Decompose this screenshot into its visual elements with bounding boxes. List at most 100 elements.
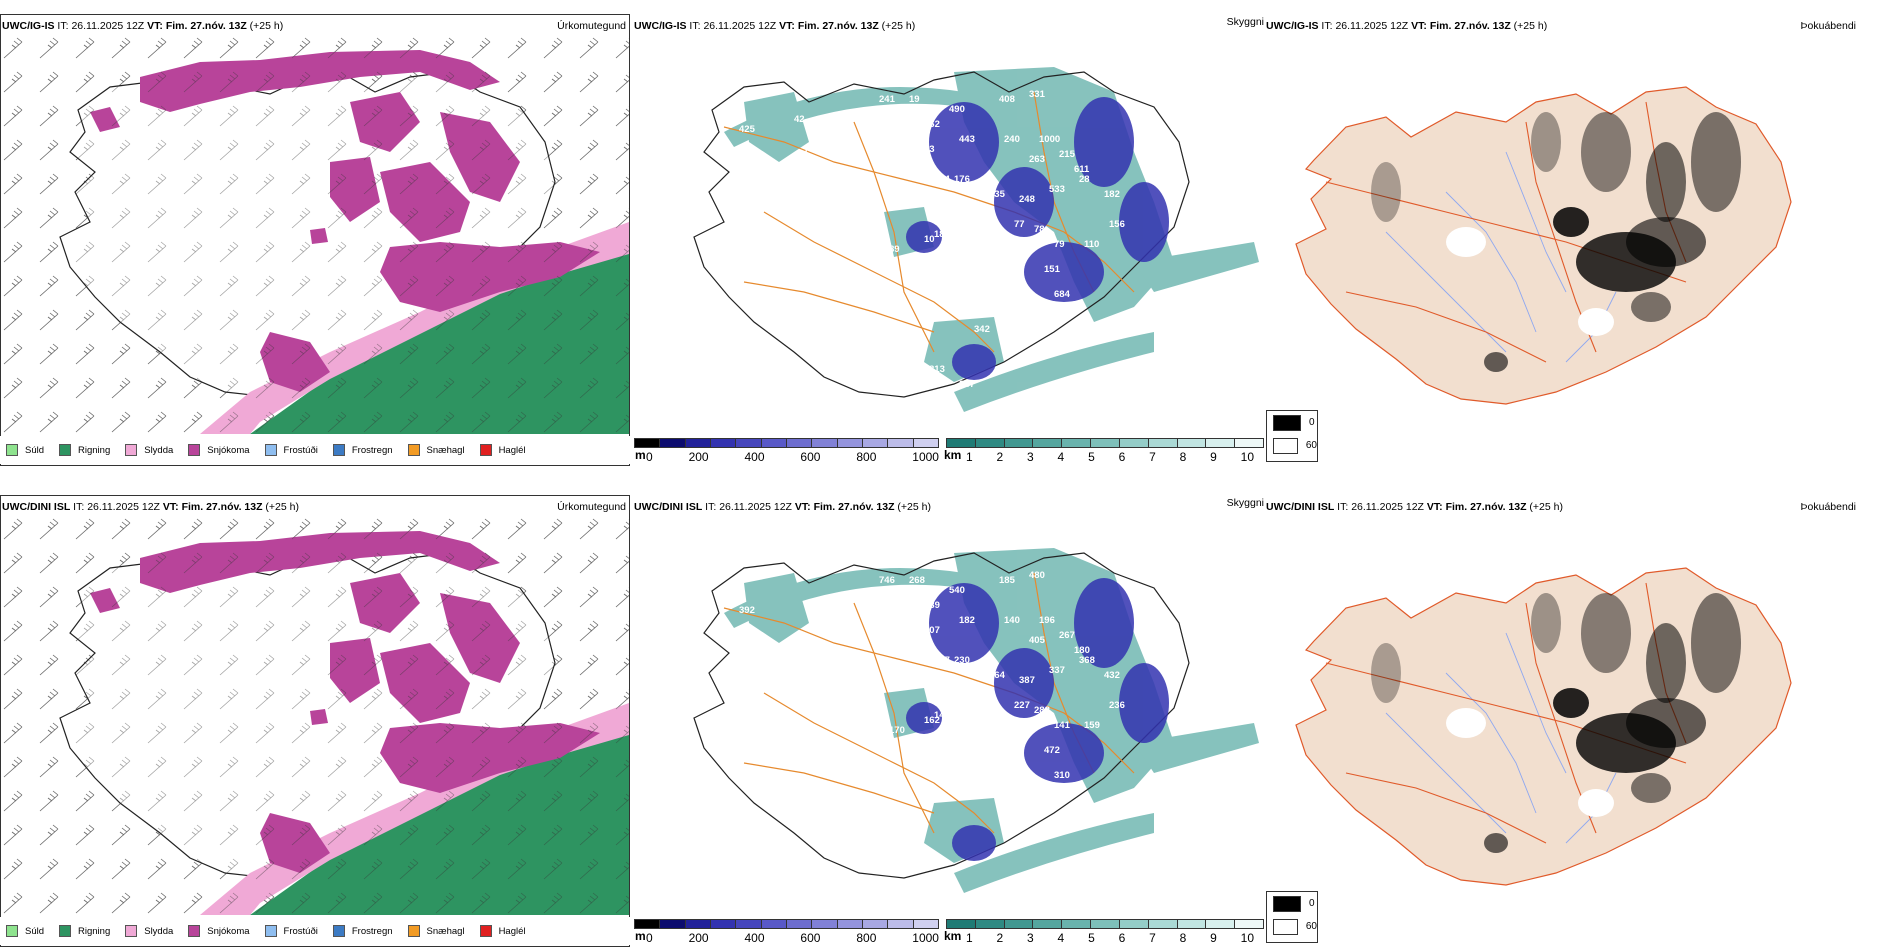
legend-item: Slydda <box>125 925 173 937</box>
visibility-value: 162 <box>924 715 940 726</box>
tick-label: 2 <box>996 931 1004 945</box>
legend-label: 0 <box>1309 898 1315 909</box>
tick-label: 7 <box>1149 931 1156 945</box>
visibility-value: 611 <box>1074 164 1090 175</box>
legend-label: 60 <box>1305 440 1317 451</box>
ceiling-bin <box>812 920 838 928</box>
legend-swatch <box>479 444 492 456</box>
ceiling-bin <box>635 920 661 928</box>
panel-header: UWC/IG-IS IT: 26.11.2025 12Z VT: Fim. 27… <box>634 20 915 32</box>
ceiling-bin <box>862 439 889 447</box>
legend-item: Rigning <box>59 444 110 456</box>
visibility-bin <box>1033 439 1063 447</box>
legend-swatch <box>264 444 277 456</box>
visibility-value: 196 <box>1039 615 1055 626</box>
iceland-outline <box>693 552 1190 879</box>
tick-label: 600 <box>800 931 821 945</box>
lead-time: (+25 h) <box>881 20 916 32</box>
precip-map <box>1 513 629 915</box>
visibility-bin <box>1119 439 1149 447</box>
tick-label: 8 <box>1179 450 1187 464</box>
visibility-value: 235 <box>989 189 1006 200</box>
visibility-value: 248 <box>1019 194 1035 205</box>
visibility-value: 405 <box>1029 635 1046 646</box>
lead-time: (+25 h) <box>1513 20 1548 32</box>
visibility-value: 77 <box>1014 219 1025 230</box>
visibility-value: 405 <box>1004 780 1021 791</box>
it-label: IT: <box>57 20 69 32</box>
legend-label: Haglél <box>498 925 526 937</box>
ceiling-unit: m <box>635 448 646 462</box>
ceiling-bin <box>812 439 838 447</box>
legend-label: Frostúði <box>283 925 318 937</box>
fog-indicator-panel: UWC/IG-IS IT: 26.11.2025 12Z VT: Fim. 27… <box>1266 0 1900 470</box>
fog-map <box>1295 567 1792 886</box>
visibility-title: Skyggni <box>1226 497 1264 509</box>
visibility-colorbar-bar <box>946 919 1264 929</box>
visibility-value: 490 <box>949 104 965 115</box>
visibility-value: 176 <box>954 174 970 185</box>
fog-map <box>1295 86 1792 405</box>
tick-label: 0 <box>646 931 653 945</box>
visibility-value: 389 <box>924 600 940 611</box>
visibility-bin <box>1062 920 1092 928</box>
visibility-value-labels: 425 241 19 262 490 408 331 119 103 83 144 176 443 240… <box>739 89 1125 390</box>
visibility-bin <box>1148 920 1178 928</box>
visibility-value: 540 <box>949 585 965 596</box>
visibility-value: 331 <box>1029 89 1046 100</box>
visibility-value: 155 <box>979 254 996 265</box>
legend-item: Haglél <box>479 444 526 456</box>
visibility-bin <box>1091 920 1120 928</box>
visibility-value: 190 <box>884 184 900 195</box>
visibility-panel: UWC/IG-IS IT: 26.11.2025 12Z VT: Fim. 27… <box>634 0 1264 470</box>
it-label: IT: <box>1321 20 1333 32</box>
visibility-value: 141 <box>1054 720 1071 731</box>
tick-label: 400 <box>744 931 765 945</box>
vt-value: Fim. 27.nóv. 13Z <box>1445 501 1527 513</box>
ceiling-bin <box>736 920 762 928</box>
ceiling-bin <box>913 439 938 447</box>
precip-title: Úrkomutegund <box>557 501 626 513</box>
visibility-value: 180 <box>1074 645 1090 656</box>
visibility-bin <box>1004 439 1034 447</box>
legend-item: Frostregn <box>332 444 393 456</box>
fog-legend-item: 60 <box>1267 915 1317 938</box>
visibility-value: 480 <box>1029 570 1045 581</box>
visibility-ticks: 1 2 3 4 5 6 7 8 9 10 <box>946 450 1264 464</box>
vt-label: VT: <box>1426 501 1443 513</box>
ceiling-bin <box>786 920 813 928</box>
precip-map <box>1 32 629 434</box>
visibility-bin <box>1033 920 1063 928</box>
visibility-value: 10 <box>924 234 935 245</box>
tick-label: 5 <box>1088 931 1095 945</box>
visibility-value: 1000 <box>1039 134 1060 145</box>
visibility-map: 425 241 19 262 490 408 331 119 103 83 144 176 443 240… <box>693 67 1259 412</box>
legend-item: Súld <box>6 925 44 937</box>
legend-label: Rigning <box>78 444 111 456</box>
ceiling-unit: m <box>635 929 646 943</box>
legend-item: Rigning <box>59 925 110 937</box>
vt-label: VT: <box>779 20 795 32</box>
it-value: 26.11.2025 12Z <box>87 501 160 513</box>
it-value: 26.11.2025 12Z <box>719 501 792 513</box>
ceiling-bin <box>837 920 863 928</box>
model-name: UWC/IG-IS <box>634 20 687 32</box>
visibility-unit: km <box>944 448 962 462</box>
visibility-value: 262 <box>924 119 940 130</box>
vt-value: Fim. 27.nóv. 13Z <box>165 20 247 32</box>
visibility-bin <box>1235 439 1263 447</box>
visibility-value: 110 <box>1084 239 1099 250</box>
visibility-value: 74 <box>969 209 980 220</box>
tick-label: 800 <box>856 931 877 945</box>
legend-label: Frostregn <box>351 444 393 456</box>
visibility-bin <box>1119 920 1149 928</box>
ceiling-ticks: 0 200 400 600 800 1000 <box>634 450 939 464</box>
ceiling-ticks: 0 200 400 600 800 1000 <box>634 931 939 945</box>
visibility-value: 230 <box>954 655 970 666</box>
visibility-colorbar: 1 2 3 4 5 6 7 8 9 10 <box>946 919 1264 947</box>
visibility-value: 140 <box>1004 615 1020 626</box>
visibility-value: 267 <box>1059 630 1075 641</box>
legend-swatch <box>59 444 72 456</box>
visibility-value: 240 <box>1004 134 1020 145</box>
visibility-value: 127 <box>934 259 950 270</box>
